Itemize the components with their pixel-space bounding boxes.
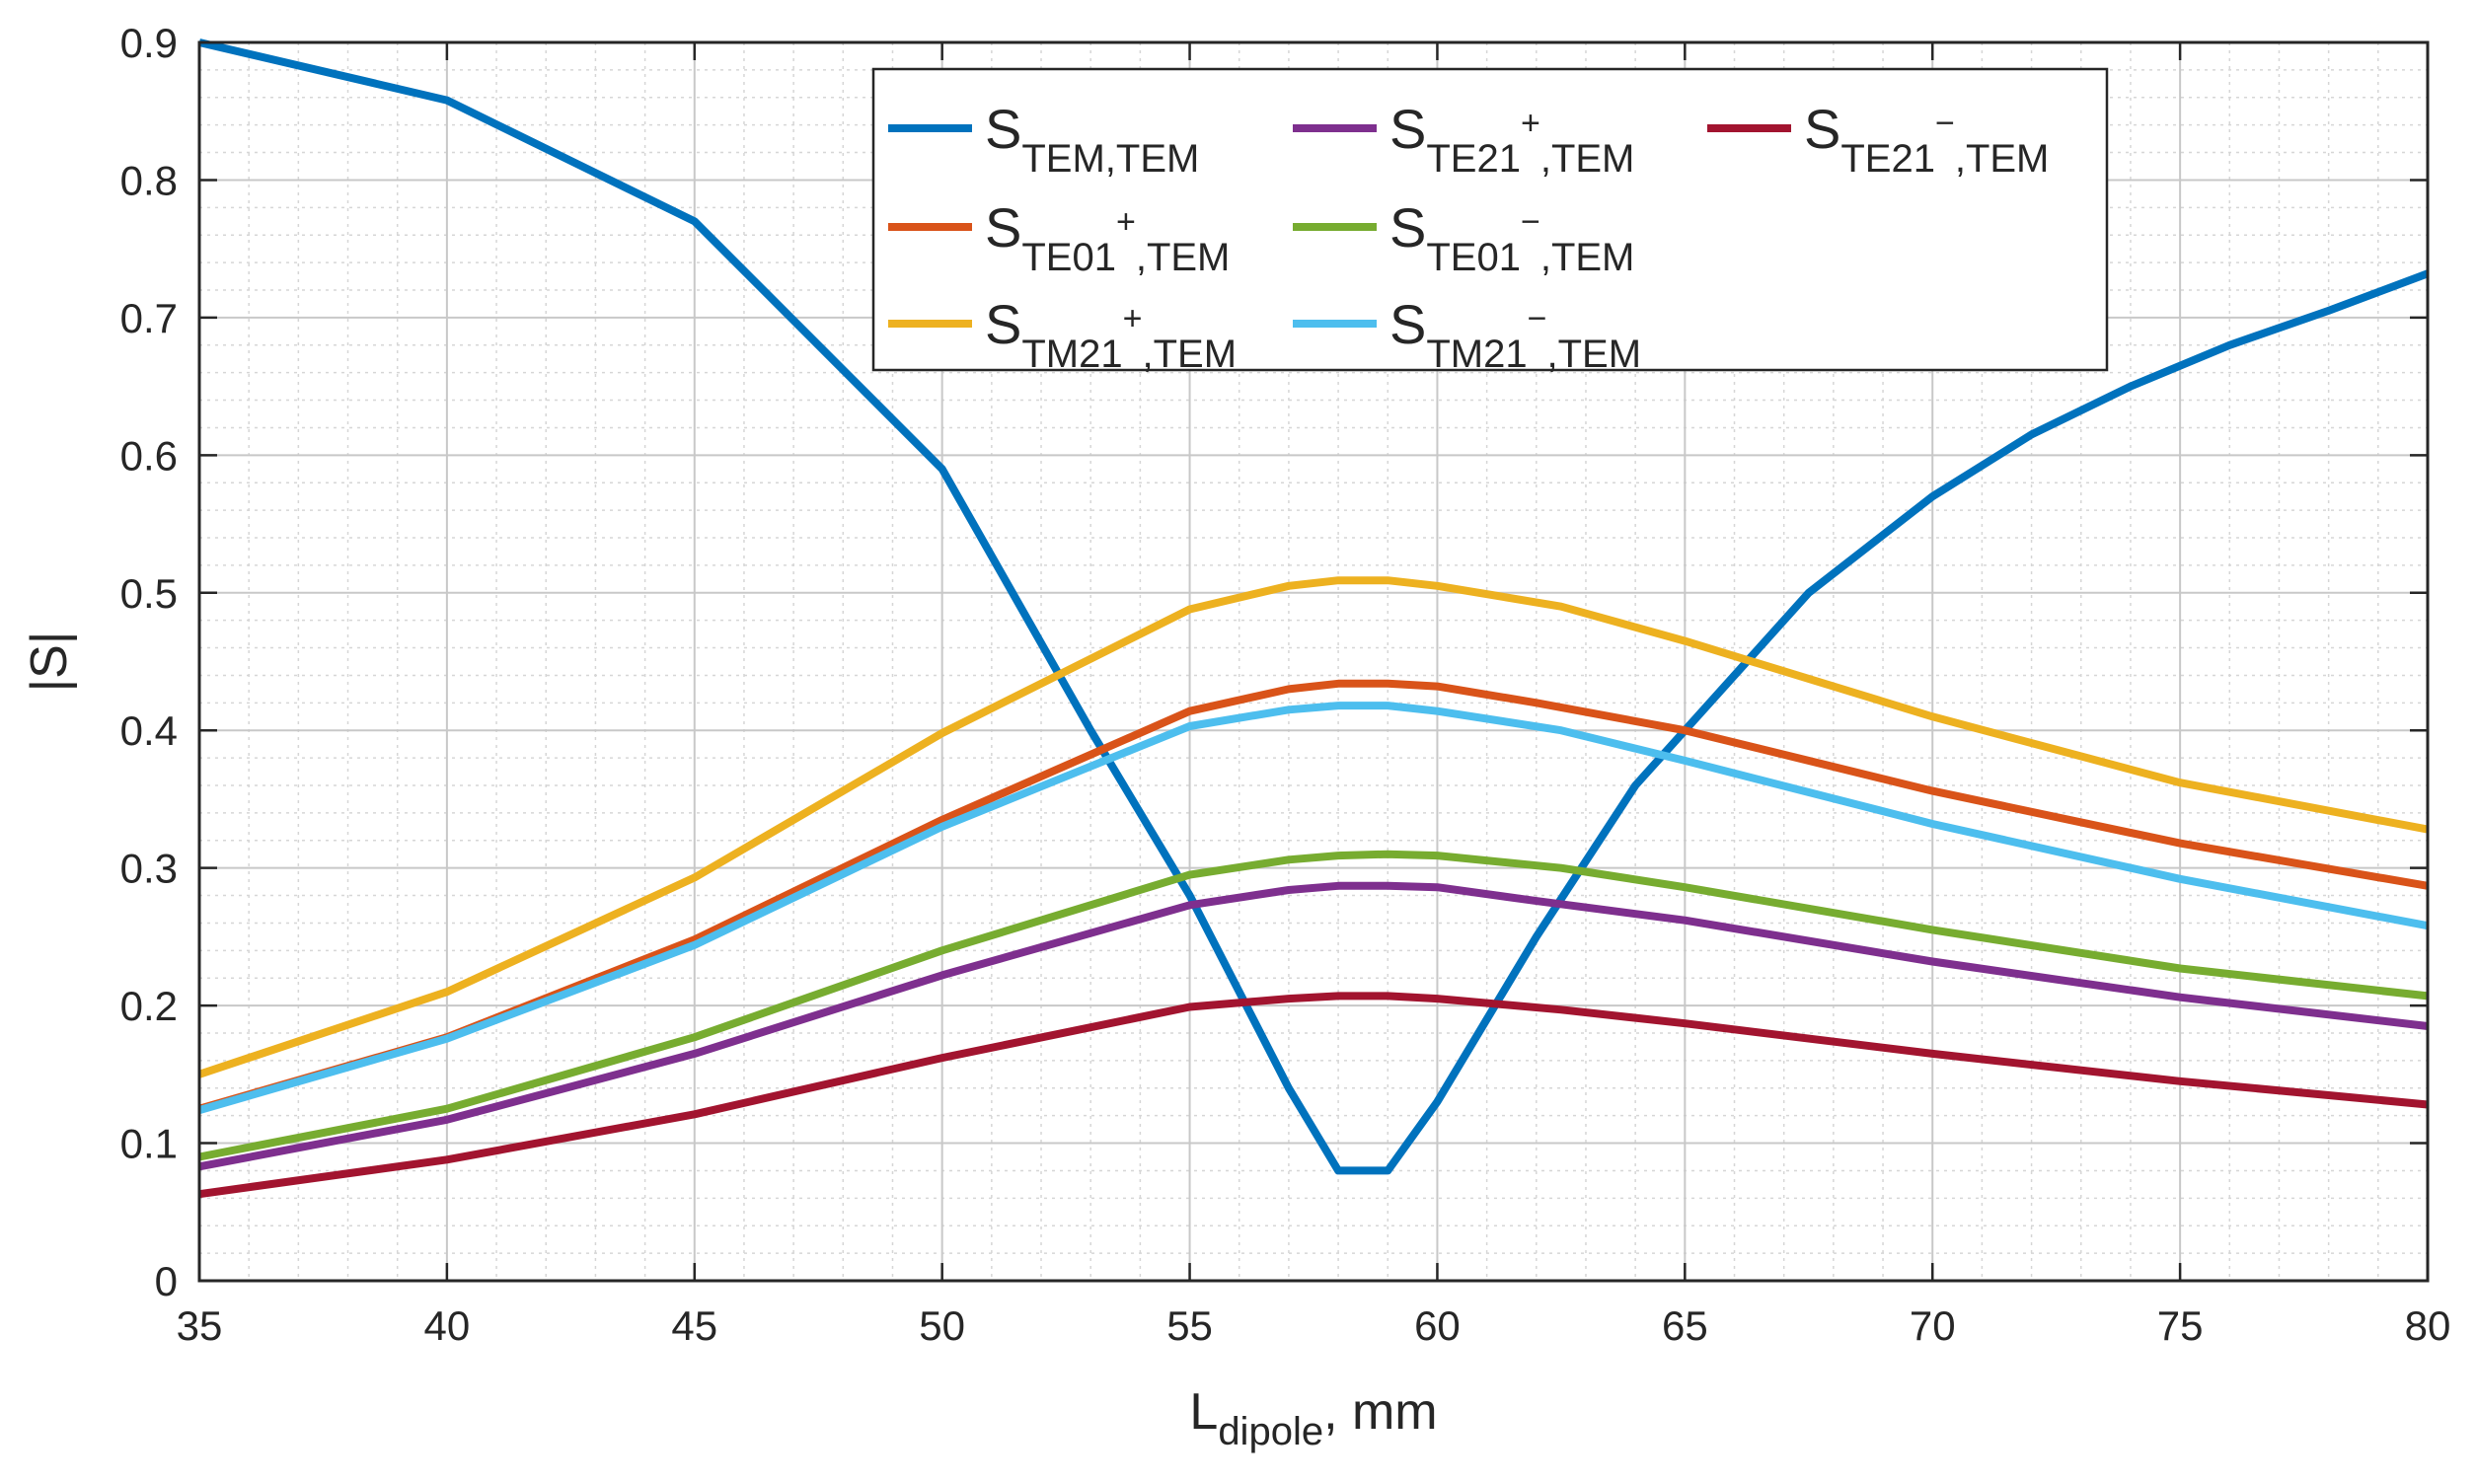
legend-label: STE01+,TEM xyxy=(985,196,1230,279)
legend-entry: STM21+,TEM xyxy=(888,293,1237,376)
series-lines xyxy=(197,38,2430,1199)
legend-label-superscript: + xyxy=(1521,105,1540,142)
legend-label-subscript: TM21 xyxy=(1021,333,1122,376)
y-tick-label: 0.8 xyxy=(120,157,178,203)
legend-entry: STE01+,TEM xyxy=(888,196,1230,279)
legend-label-subscript-tail: ,TEM xyxy=(1955,137,2050,181)
series-line-s-tm21-tem xyxy=(197,576,2429,1078)
legend-entry: STEM,TEM xyxy=(888,98,1199,181)
legend-label-symbol: S xyxy=(985,196,1021,259)
legend-label-superscript: − xyxy=(1935,105,1955,142)
legend-label: STE21+,TEM xyxy=(1389,98,1634,181)
x-tick-label: 75 xyxy=(2157,1302,2204,1349)
legend-label-symbol: S xyxy=(985,293,1021,355)
legend-label: STEM,TEM xyxy=(985,98,1199,181)
legend-label-subscript: TEM,TEM xyxy=(1021,137,1199,181)
legend-entry: STE01−,TEM xyxy=(1293,196,1634,279)
y-tick-label: 0.7 xyxy=(120,295,178,341)
x-tick-label: 70 xyxy=(1910,1302,1956,1349)
legend-label-subscript-tail: ,TEM xyxy=(1540,236,1635,279)
legend-label-subscript: TE01 xyxy=(1426,236,1521,279)
legend-label-symbol: S xyxy=(1804,98,1840,160)
x-axis-label-subscript: dipole xyxy=(1218,1410,1323,1453)
y-tick-label: 0 xyxy=(155,1258,178,1304)
y-tick-label: 0.5 xyxy=(120,570,178,617)
series-line-s-te21-tem xyxy=(198,992,2429,1199)
x-tick-label: 35 xyxy=(177,1302,223,1349)
y-tick-label: 0.9 xyxy=(120,20,178,66)
x-axis-label: Ldipole, mm xyxy=(1189,1383,1437,1453)
legend-label-symbol: S xyxy=(1389,293,1426,355)
x-tick-label: 40 xyxy=(424,1302,471,1349)
legend-label-symbol: S xyxy=(1389,98,1426,160)
legend-label-subscript: TE21 xyxy=(1840,137,1935,181)
y-tick-label: 0.4 xyxy=(120,707,178,754)
legend-label-subscript: TE21 xyxy=(1426,137,1521,181)
legend-entry: STM21−,TEM xyxy=(1293,293,1641,376)
legend-box xyxy=(871,67,2109,372)
legend-label-subscript: TM21 xyxy=(1426,333,1527,376)
x-tick-label: 80 xyxy=(2405,1302,2451,1349)
x-tick-label: 45 xyxy=(671,1302,717,1349)
legend-label-superscript: + xyxy=(1116,203,1136,241)
legend-entry: STE21−,TEM xyxy=(1707,98,2049,181)
y-tick-label: 0.3 xyxy=(120,846,178,892)
x-axis-label-main: L xyxy=(1189,1383,1218,1441)
legend-label: STE01−,TEM xyxy=(1389,196,1634,279)
legend-label: STM21+,TEM xyxy=(985,293,1237,376)
x-tick-label: 65 xyxy=(1662,1302,1708,1349)
series-line-s-tm21-tem xyxy=(197,702,2429,1114)
x-axis-label-suffix: , mm xyxy=(1323,1383,1438,1441)
legend-label-superscript: − xyxy=(1528,300,1547,337)
series-line-s-te01-tem xyxy=(198,850,2429,1161)
legend-label-subscript-tail: ,TEM xyxy=(1546,333,1641,376)
legend-label-subscript-tail: ,TEM xyxy=(1540,137,1635,181)
series-line-s-tem-tem xyxy=(198,38,2430,1175)
legend-label-subscript-tail: ,TEM xyxy=(1136,236,1231,279)
legend-label-superscript: − xyxy=(1521,203,1540,241)
legend-label-symbol: S xyxy=(985,98,1021,160)
legend-label-superscript: + xyxy=(1123,300,1143,337)
legend-label-symbol: S xyxy=(1389,196,1426,259)
y-tick-label: 0.2 xyxy=(120,983,178,1029)
x-tick-label: 55 xyxy=(1166,1302,1213,1349)
legend-label-subscript: TE01 xyxy=(1021,236,1116,279)
y-tick-label: 0.6 xyxy=(120,432,178,479)
legend-label-subscript-tail: ,TEM xyxy=(1142,333,1237,376)
plot-frame xyxy=(197,40,2430,1283)
y-axis-label: |S| xyxy=(21,631,78,693)
series-line-s-te21-tem xyxy=(198,881,2429,1171)
x-tick-label: 50 xyxy=(919,1302,965,1349)
y-tick-label: 0.1 xyxy=(120,1121,178,1167)
x-tick-label: 60 xyxy=(1414,1302,1461,1349)
legend-label: STE21−,TEM xyxy=(1804,98,2049,181)
series-line-s-te01-tem xyxy=(197,679,2429,1113)
legend-entry: STE21+,TEM xyxy=(1293,98,1634,181)
legend-label: STM21−,TEM xyxy=(1389,293,1641,376)
axis-ticks: 35 40 45 50 55 60 65 70 75 80 0 0.1 0.2 0.3 0.4 0.5 0.6 0… xyxy=(120,20,2451,1349)
